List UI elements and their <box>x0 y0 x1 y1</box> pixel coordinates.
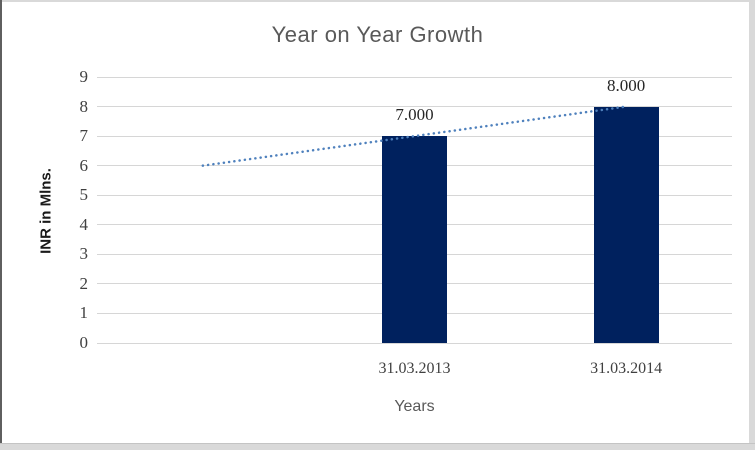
gridline <box>97 342 732 344</box>
x-category-label: 31.03.2013 <box>378 360 451 377</box>
frame-border-right <box>749 0 755 450</box>
frame-border-left <box>0 0 2 450</box>
data-label: 7.000 <box>395 105 434 125</box>
y-tick-label: 3 <box>79 244 89 264</box>
y-tick-label: 0 <box>79 333 89 352</box>
y-tick-label: 4 <box>79 214 89 234</box>
bar <box>382 136 447 343</box>
chart-title: Year on Year Growth <box>271 22 484 47</box>
y-tick-label: 2 <box>79 273 89 293</box>
y-tick-label: 8 <box>79 96 89 116</box>
trendline-path <box>201 105 628 167</box>
x-axis-title: Years <box>394 398 435 415</box>
y-tick-label: 7 <box>79 126 89 146</box>
y-tick-label: 6 <box>79 155 89 175</box>
bar <box>593 106 659 343</box>
gridline <box>97 76 732 78</box>
data-label: 8.000 <box>607 75 646 95</box>
y-tick-label: 9 <box>79 67 89 86</box>
frame-border-bottom <box>0 443 755 450</box>
x-category-label: 31.03.2014 <box>590 360 663 377</box>
gridline <box>97 106 732 108</box>
y-tick-label: 5 <box>79 185 89 205</box>
y-tick-label: 1 <box>79 303 89 323</box>
frame-border-top <box>0 0 755 2</box>
